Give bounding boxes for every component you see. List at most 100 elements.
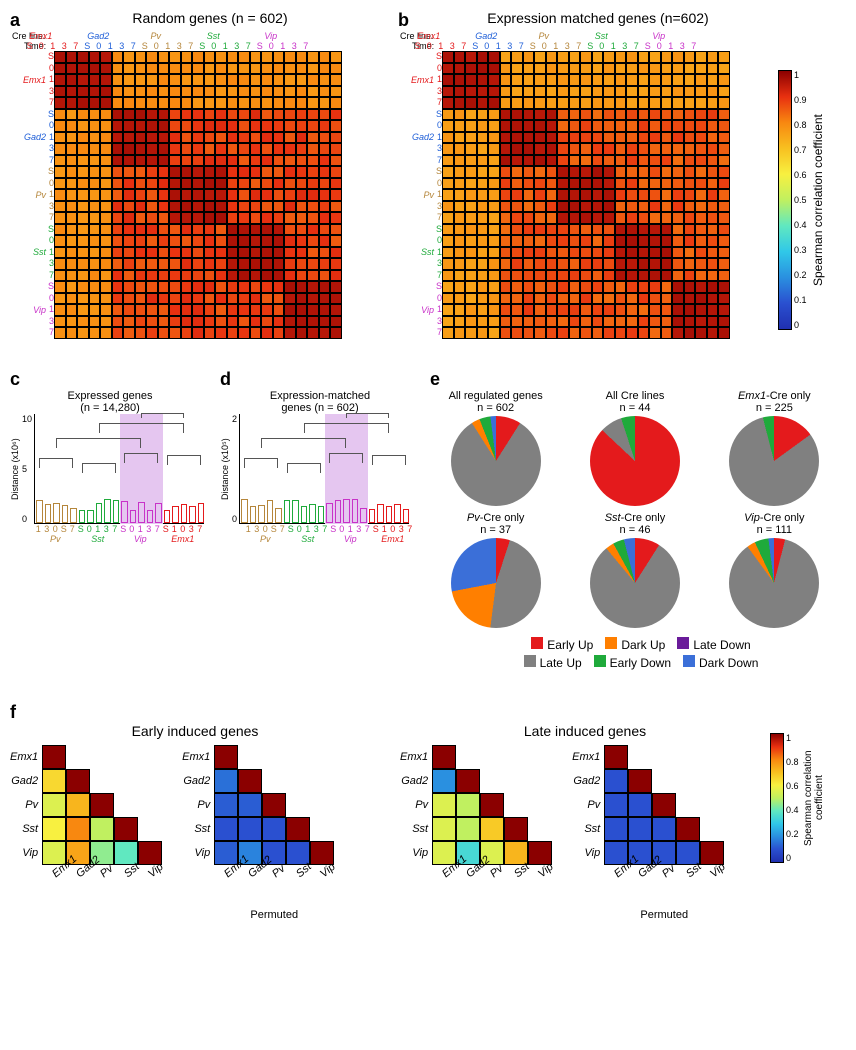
heatmap-cell: [135, 132, 147, 144]
heatmap-cell: [169, 293, 181, 305]
heatmap-cell: [718, 304, 730, 316]
heatmap-cell: [192, 97, 204, 109]
time-col: S: [254, 41, 266, 51]
heatmap-cell: [204, 247, 216, 259]
time-col: 1: [608, 41, 620, 51]
heatmap-cell: [158, 86, 170, 98]
heatmap-cell: [319, 270, 331, 282]
heatmap-cell: [557, 132, 569, 144]
heatmap-cell: [707, 132, 719, 144]
heatmap-cell: [146, 74, 158, 86]
leaf-label: S: [162, 524, 171, 534]
heatmap-cell: [707, 316, 719, 328]
heatmap-cell: [66, 270, 78, 282]
heatmap-cell: [534, 189, 546, 201]
leaf-bar: [45, 504, 52, 522]
heatmap-cell: [546, 109, 558, 121]
heatmap-cell: [672, 120, 684, 132]
heatmap-cell: [500, 327, 512, 339]
heatmap-cell: [523, 224, 535, 236]
heatmap-cell: [649, 270, 661, 282]
heatmap-cell: [626, 63, 638, 75]
heatmap-cell: [250, 132, 262, 144]
heatmap-cell: [534, 74, 546, 86]
heatmap-cell: [215, 120, 227, 132]
heatmap-cell: [534, 247, 546, 259]
heatmap-cell: [112, 270, 124, 282]
heatmap-cell: [330, 74, 342, 86]
heatmap-cell: [661, 258, 673, 270]
heatmap-cell: [500, 178, 512, 190]
heatmap-cell: [500, 224, 512, 236]
time-col: 0: [93, 41, 105, 51]
heatmap-cell: [66, 109, 78, 121]
heatmap-cell: [123, 189, 135, 201]
heatmap-cell: [169, 155, 181, 167]
heatmap-cell: [261, 74, 273, 86]
heatmap-cell: [215, 224, 227, 236]
heatmap-cell: [261, 212, 273, 224]
heatmap-cell: [146, 109, 158, 121]
time-col: 7: [688, 41, 700, 51]
heatmap-cell: [238, 258, 250, 270]
heatmap-cell: [77, 235, 89, 247]
heatmap-cell: [477, 143, 489, 155]
heatmap-cell: [77, 74, 89, 86]
cre-group-label: Vip: [329, 534, 372, 544]
leaf-bar: [326, 503, 333, 523]
heatmap-cell: [592, 51, 604, 63]
heatmap-cell: [330, 166, 342, 178]
heatmap-cell: [580, 74, 592, 86]
heatmap-cell: [319, 224, 331, 236]
heatmap-cell: [204, 224, 216, 236]
pie-chart: All regulated genes n = 602: [430, 390, 561, 508]
heatmap-cell: [500, 86, 512, 98]
heatmap-cell: [54, 281, 66, 293]
heatmap-cell: [284, 304, 296, 316]
heatmap-cell: [227, 327, 239, 339]
heatmap-cell: [112, 201, 124, 213]
heatmap-cell: [546, 97, 558, 109]
heatmap-cell: [319, 304, 331, 316]
heatmap-cell: [442, 97, 454, 109]
heatmap-cell: [192, 178, 204, 190]
heatmap-cell: [307, 132, 319, 144]
heatmap-cell: [684, 155, 696, 167]
time-col: S: [527, 41, 539, 51]
figure: a Random genes (n = 602) Cre line:Emx1Ga…: [10, 10, 846, 921]
heatmap-cell: [181, 166, 193, 178]
heatmap-cell: [330, 316, 342, 328]
tri-row-label: Vip: [10, 841, 42, 865]
heatmap-cell: [684, 51, 696, 63]
heatmap-cell: [592, 109, 604, 121]
tri-row-label: Pv: [572, 793, 604, 817]
panel-c: c Expressed genes (n = 14,280) Distance …: [10, 369, 210, 544]
heatmap-cell: [319, 327, 331, 339]
heatmap-cell: [158, 51, 170, 63]
heatmap-cell: [250, 120, 262, 132]
heatmap-cell: [488, 178, 500, 190]
leaf-bar: [309, 504, 316, 523]
heatmap-cell: [557, 63, 569, 75]
heatmap-cell: [215, 281, 227, 293]
heatmap-cell: [534, 212, 546, 224]
heatmap-cell: [66, 51, 78, 63]
heatmap-cell: [66, 316, 78, 328]
heatmap-cell: [580, 178, 592, 190]
heatmap-cell: [158, 258, 170, 270]
heatmap-cell: [204, 97, 216, 109]
heatmap-cell: [569, 143, 581, 155]
heatmap-cell: [661, 201, 673, 213]
tri-cell: [628, 817, 652, 841]
heatmap-cell: [661, 281, 673, 293]
heatmap-cell: [296, 132, 308, 144]
heatmap-cell: [649, 316, 661, 328]
heatmap-cell: [465, 235, 477, 247]
heatmap-cell: [442, 132, 454, 144]
leaf-label: 7: [196, 524, 205, 534]
heatmap-cell: [523, 143, 535, 155]
heatmap-cell: [488, 327, 500, 339]
time-col: S: [24, 41, 36, 51]
heatmap-cell: [649, 132, 661, 144]
heatmap-cell: [477, 51, 489, 63]
